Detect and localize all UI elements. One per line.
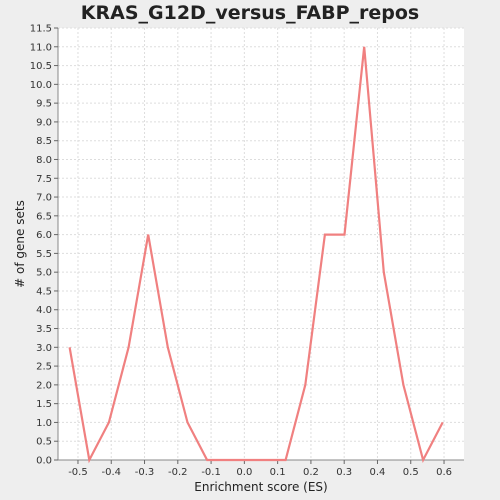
x-axis-ticks: -0.5 -0.4 -0.3 -0.2 -0.1 0.0 0.1 0.2 0.3 0.4 0.5 0.… xyxy=(68,460,452,478)
y-tick-label: 2.5 xyxy=(36,362,52,373)
y-tick-label: 6.0 xyxy=(36,230,52,241)
y-tick-label: 0.5 xyxy=(36,437,52,448)
y-tick-label: 4.0 xyxy=(36,305,52,316)
y-tick-label: 1.0 xyxy=(36,418,52,429)
series-layer xyxy=(68,46,444,464)
y-tick-label: 8.0 xyxy=(36,155,52,166)
y-tick-label: 7.0 xyxy=(36,193,52,204)
y-tick-label: 11.5 xyxy=(30,24,52,35)
y-tick-label: 9.0 xyxy=(36,117,52,128)
x-tick-label: 0.3 xyxy=(336,467,352,478)
y-tick-label: 11.0 xyxy=(30,42,52,53)
y-tick-label: 7.5 xyxy=(36,174,52,185)
y-tick-label: 4.5 xyxy=(36,286,52,297)
x-tick-label: -0.5 xyxy=(68,467,88,478)
x-tick-label: 0.1 xyxy=(270,467,286,478)
y-axis-label: # of gene sets xyxy=(13,200,27,288)
x-tick-label: -0.4 xyxy=(101,467,121,478)
y-tick-label: 5.5 xyxy=(36,249,52,260)
x-tick-label: -0.2 xyxy=(168,467,188,478)
y-tick-label: 5.0 xyxy=(36,268,52,279)
x-tick-label: 0.2 xyxy=(303,467,319,478)
x-tick-label: 0.4 xyxy=(370,467,386,478)
y-tick-label: 2.0 xyxy=(36,380,52,391)
y-tick-label: 8.5 xyxy=(36,136,52,147)
series-line xyxy=(68,46,444,464)
plot-area xyxy=(58,28,464,460)
x-tick-label: 0.5 xyxy=(403,467,419,478)
y-tick-label: 6.5 xyxy=(36,211,52,222)
y-tick-label: 0.0 xyxy=(36,456,52,467)
y-tick-label: 10.5 xyxy=(30,61,52,72)
x-tick-label: 0.0 xyxy=(236,467,252,478)
gridlines xyxy=(58,27,464,461)
y-tick-label: 3.0 xyxy=(36,343,52,354)
y-tick-label: 1.5 xyxy=(36,399,52,410)
y-axis-ticks: 0.0 0.5 1.0 1.5 2.0 2.5 3.0 3.5 4.0 4.5 5.0 5.5 6.0 6… xyxy=(30,24,58,467)
x-axis-label: Enrichment score (ES) xyxy=(194,480,327,494)
x-tick-label: -0.1 xyxy=(201,467,221,478)
y-tick-label: 10.0 xyxy=(30,80,52,91)
y-tick-label: 9.5 xyxy=(36,99,52,110)
y-tick-label: 3.5 xyxy=(36,324,52,335)
x-tick-label: -0.3 xyxy=(135,467,155,478)
chart-title: KRAS_G12D_versus_FABP_repos xyxy=(81,2,419,24)
x-tick-label: 0.6 xyxy=(436,467,452,478)
